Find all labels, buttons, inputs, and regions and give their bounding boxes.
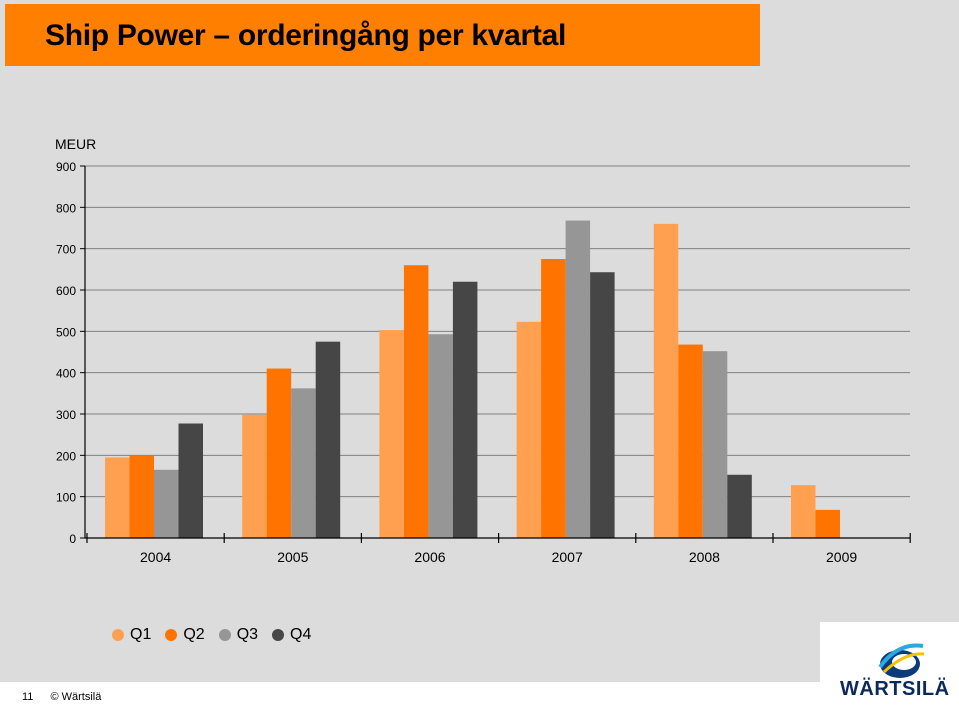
bar-2007-Q4 [590,272,615,538]
legend-item-q4: Q4 [272,626,311,644]
x-tick-label-2007: 2007 [552,549,583,565]
legend-label-q2: Q2 [183,626,205,643]
tick-labels: 0 100 200 300 400 500 600 700 800 900 2004 2005 2006… [56,160,857,565]
bar-2008-Q4 [727,474,752,538]
x-tick-label-2006: 2006 [414,549,445,565]
legend-label-q3: Q3 [236,626,259,643]
y-tick-label-900: 900 [56,160,76,174]
bar-2009-Q2 [815,509,840,538]
y-tick-label-500: 500 [56,325,76,339]
axes [80,165,911,543]
bar-2005-Q3 [291,388,316,538]
bar-2008-Q2 [678,344,703,538]
bar-2004-Q3 [154,469,179,538]
bars [105,220,840,538]
y-tick-label-300: 300 [56,408,76,422]
y-tick-label-800: 800 [56,201,76,215]
legend-swatch-q4 [272,629,285,641]
bar-2006-Q1 [379,330,404,538]
bar-2005-Q4 [315,341,341,538]
y-tick-label-0: 0 [69,532,76,546]
legend-label-q1: Q1 [130,626,152,643]
chart-legend: Q1 Q2 Q3 Q4 [112,626,325,644]
bar-2006-Q2 [403,265,429,538]
legend-item-q1: Q1 [112,626,151,644]
title-bar: Ship Power – orderingång per kvartal [5,4,760,66]
bar-2007-Q2 [541,259,566,538]
bar-2008-Q1 [653,223,679,538]
legend-item-q2: Q2 [165,626,205,644]
wartsila-logo: WÄRTSILÄ [820,622,959,705]
y-tick-label-400: 400 [56,367,76,381]
bar-2007-Q1 [516,321,542,538]
bar-2005-Q1 [242,414,267,538]
page-number: 11 [22,691,34,703]
x-tick-label-2004: 2004 [140,549,171,565]
copyright-text: © Wärtsilä [50,691,102,703]
slide-footer: 11 © Wärtsilä [22,691,115,703]
bar-2007-Q3 [565,220,591,538]
y-tick-label-700: 700 [56,243,76,257]
bar-2004-Q1 [105,457,130,538]
legend-label-q4: Q4 [290,626,312,643]
bar-2004-Q2 [129,455,154,538]
y-axis-unit-label: MEUR [55,136,97,152]
legend-swatch-q3 [218,629,231,641]
logo-emblem-icon [878,643,925,678]
x-tick-label-2008: 2008 [689,549,720,565]
bar-2008-Q3 [702,351,728,538]
bar-2006-Q3 [428,334,453,538]
x-tick-label-2009: 2009 [826,549,857,565]
y-tick-label-200: 200 [56,449,76,463]
legend-item-q3: Q3 [218,626,259,644]
gridlines [85,165,910,498]
bar-2005-Q2 [266,368,292,538]
y-tick-label-600: 600 [56,284,76,298]
x-tick-label-2005: 2005 [277,549,308,565]
bar-2009-Q1 [791,485,816,538]
bar-2004-Q4 [178,423,203,538]
logo-wordmark: WÄRTSILÄ [840,678,950,700]
y-tick-label-100: 100 [56,491,76,505]
slide-background [0,0,959,682]
slide-title: Ship Power – orderingång per kvartal [45,19,567,52]
legend-swatch-q1 [112,629,124,641]
legend-swatch-q2 [165,629,178,641]
bar-2006-Q4 [452,281,478,538]
